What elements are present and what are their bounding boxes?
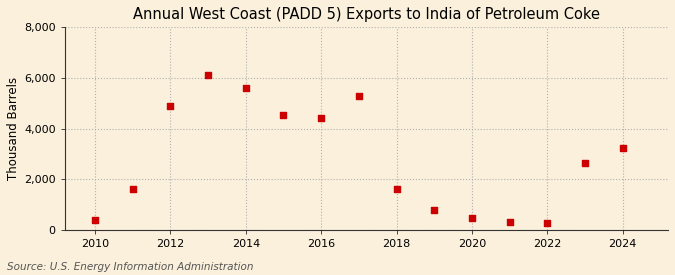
Point [90, 218, 101, 222]
Point [127, 187, 138, 191]
Point [466, 216, 477, 221]
Point [165, 104, 176, 108]
Title: Annual West Coast (PADD 5) Exports to India of Petroleum Coke: Annual West Coast (PADD 5) Exports to In… [133, 7, 600, 22]
Point [202, 73, 213, 78]
Point [542, 221, 553, 226]
Text: Source: U.S. Energy Information Administration: Source: U.S. Energy Information Administ… [7, 262, 253, 272]
Point [429, 207, 439, 212]
Point [618, 145, 628, 150]
Point [504, 220, 515, 224]
Point [392, 187, 402, 191]
Point [316, 116, 327, 121]
Point [278, 112, 289, 117]
Point [240, 86, 251, 90]
Y-axis label: Thousand Barrels: Thousand Barrels [7, 77, 20, 180]
Point [580, 161, 591, 165]
Point [354, 94, 364, 98]
